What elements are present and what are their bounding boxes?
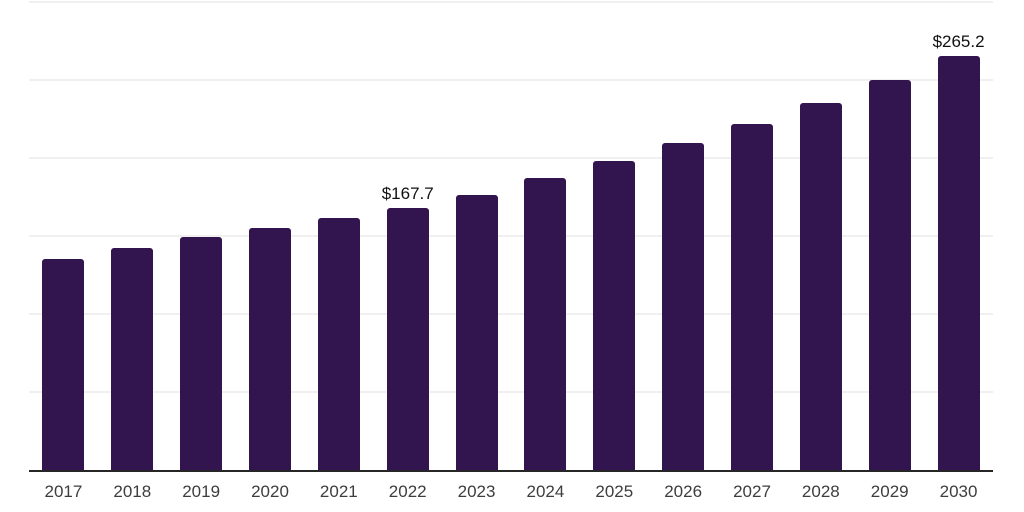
bar bbox=[799, 103, 842, 470]
plot-area: $167.7 $265.2 bbox=[29, 1, 993, 472]
bar-value-label: $167.7 bbox=[381, 184, 434, 204]
bar bbox=[593, 160, 636, 470]
bar bbox=[249, 228, 291, 470]
x-axis-tick-label: 2022 bbox=[388, 482, 427, 501]
bar bbox=[455, 195, 498, 470]
x-axis-tick-label: 2020 bbox=[251, 482, 289, 501]
bar bbox=[524, 177, 567, 470]
gridline bbox=[29, 235, 993, 237]
x-axis-tick-label: 2026 bbox=[664, 482, 703, 501]
x-axis-tick-label: 2030 bbox=[939, 482, 978, 501]
x-axis-tick-label: 2029 bbox=[870, 482, 909, 501]
x-axis-tick-label: 2021 bbox=[319, 482, 358, 501]
x-axis-tick-label: 2028 bbox=[801, 482, 840, 501]
x-axis-tick-label: 2024 bbox=[526, 482, 565, 501]
bar bbox=[386, 208, 429, 470]
bar bbox=[662, 142, 705, 470]
gridline bbox=[29, 391, 993, 393]
bar-value-label: $265.2 bbox=[932, 32, 985, 52]
x-axis-tick-label: 2023 bbox=[457, 482, 496, 501]
x-axis-tick-label: 2019 bbox=[182, 482, 221, 501]
gridline bbox=[29, 79, 993, 81]
bar bbox=[317, 218, 360, 470]
x-axis-tick-label: 2025 bbox=[595, 482, 634, 501]
bar bbox=[731, 124, 773, 470]
x-axis-tick-label: 2017 bbox=[44, 482, 83, 501]
x-axis-tick-label: 2027 bbox=[733, 482, 771, 501]
gridline bbox=[29, 313, 993, 315]
bar bbox=[111, 248, 154, 470]
gridline bbox=[29, 157, 993, 159]
x-axis-line bbox=[29, 469, 993, 472]
bar bbox=[937, 56, 980, 470]
bar bbox=[42, 258, 85, 470]
gridline bbox=[29, 1, 993, 3]
x-axis-tick-label: 2018 bbox=[113, 482, 152, 501]
bar bbox=[868, 80, 911, 470]
bar bbox=[180, 237, 223, 470]
